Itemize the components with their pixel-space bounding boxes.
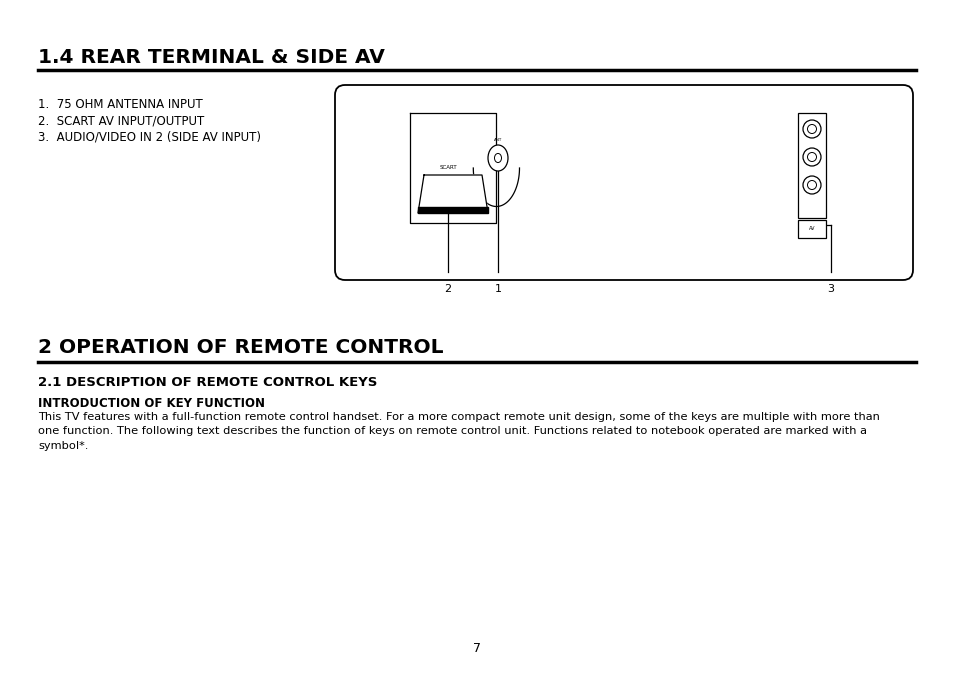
- Polygon shape: [417, 175, 488, 213]
- Text: 2.  SCART AV INPUT/OUTPUT: 2. SCART AV INPUT/OUTPUT: [38, 114, 204, 127]
- Text: 7: 7: [473, 642, 480, 655]
- Circle shape: [802, 176, 821, 194]
- Circle shape: [802, 120, 821, 138]
- Bar: [797, 113, 825, 218]
- Circle shape: [806, 180, 816, 190]
- Text: AV: AV: [808, 227, 815, 232]
- Text: 1.4 REAR TERMINAL & SIDE AV: 1.4 REAR TERMINAL & SIDE AV: [38, 48, 384, 67]
- Circle shape: [802, 148, 821, 166]
- Circle shape: [806, 153, 816, 161]
- Text: 3: 3: [826, 284, 834, 294]
- Polygon shape: [417, 207, 488, 213]
- Text: 2.1 DESCRIPTION OF REMOTE CONTROL KEYS: 2.1 DESCRIPTION OF REMOTE CONTROL KEYS: [38, 376, 377, 389]
- FancyBboxPatch shape: [335, 85, 912, 280]
- Text: ANT: ANT: [494, 138, 501, 142]
- Text: 2: 2: [444, 284, 451, 294]
- Text: 2 OPERATION OF REMOTE CONTROL: 2 OPERATION OF REMOTE CONTROL: [38, 338, 443, 357]
- Ellipse shape: [488, 145, 507, 171]
- Ellipse shape: [494, 153, 501, 163]
- Text: SCART: SCART: [438, 165, 456, 170]
- Text: 1.  75 OHM ANTENNA INPUT: 1. 75 OHM ANTENNA INPUT: [38, 98, 203, 111]
- Text: 1: 1: [494, 284, 501, 294]
- Bar: [797, 220, 825, 238]
- Text: 3.  AUDIO/VIDEO IN 2 (SIDE AV INPUT): 3. AUDIO/VIDEO IN 2 (SIDE AV INPUT): [38, 130, 261, 143]
- Text: INTRODUCTION OF KEY FUNCTION: INTRODUCTION OF KEY FUNCTION: [38, 397, 265, 410]
- Circle shape: [806, 124, 816, 134]
- Text: This TV features with a full-function remote control handset. For a more compact: This TV features with a full-function re…: [38, 412, 879, 451]
